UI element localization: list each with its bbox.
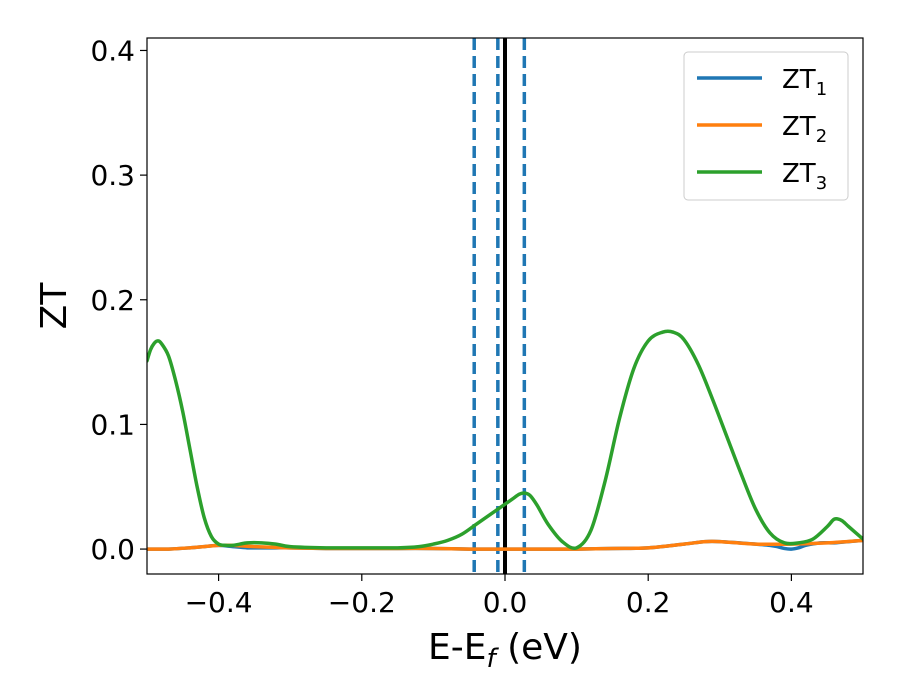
series-line-zt3: [147, 329, 863, 551]
x-axis-ticks: −0.4 −0.2 0.0 0.2 0.4: [185, 574, 814, 619]
y-tick-label: 0.4: [90, 34, 135, 67]
y-tick-label: 0.0: [90, 533, 135, 566]
series-lines: [147, 329, 863, 551]
legend-box: [683, 51, 849, 201]
y-axis-ticks: 0.0 0.1 0.2 0.3 0.4: [90, 34, 147, 566]
x-tick-label: −0.4: [185, 586, 253, 619]
legend: ZT1 ZT2 ZT3: [683, 51, 849, 201]
legend-label-zt2: ZT2: [782, 112, 827, 147]
legend-label-zt3: ZT3: [782, 159, 827, 194]
x-axis-label: E-Ef (eV): [428, 627, 582, 674]
y-tick-label: 0.1: [90, 408, 135, 441]
y-tick-label: 0.2: [90, 284, 135, 317]
x-tick-label: 0.4: [769, 586, 814, 619]
x-tick-label: 0.0: [483, 586, 528, 619]
y-axis-label: ZT: [34, 282, 75, 330]
y-tick-label: 0.3: [90, 159, 135, 192]
legend-label-zt1: ZT1: [782, 65, 827, 100]
reference-lines: [472, 38, 527, 574]
x-tick-label: −0.2: [328, 586, 396, 619]
x-tick-label: 0.2: [626, 586, 671, 619]
